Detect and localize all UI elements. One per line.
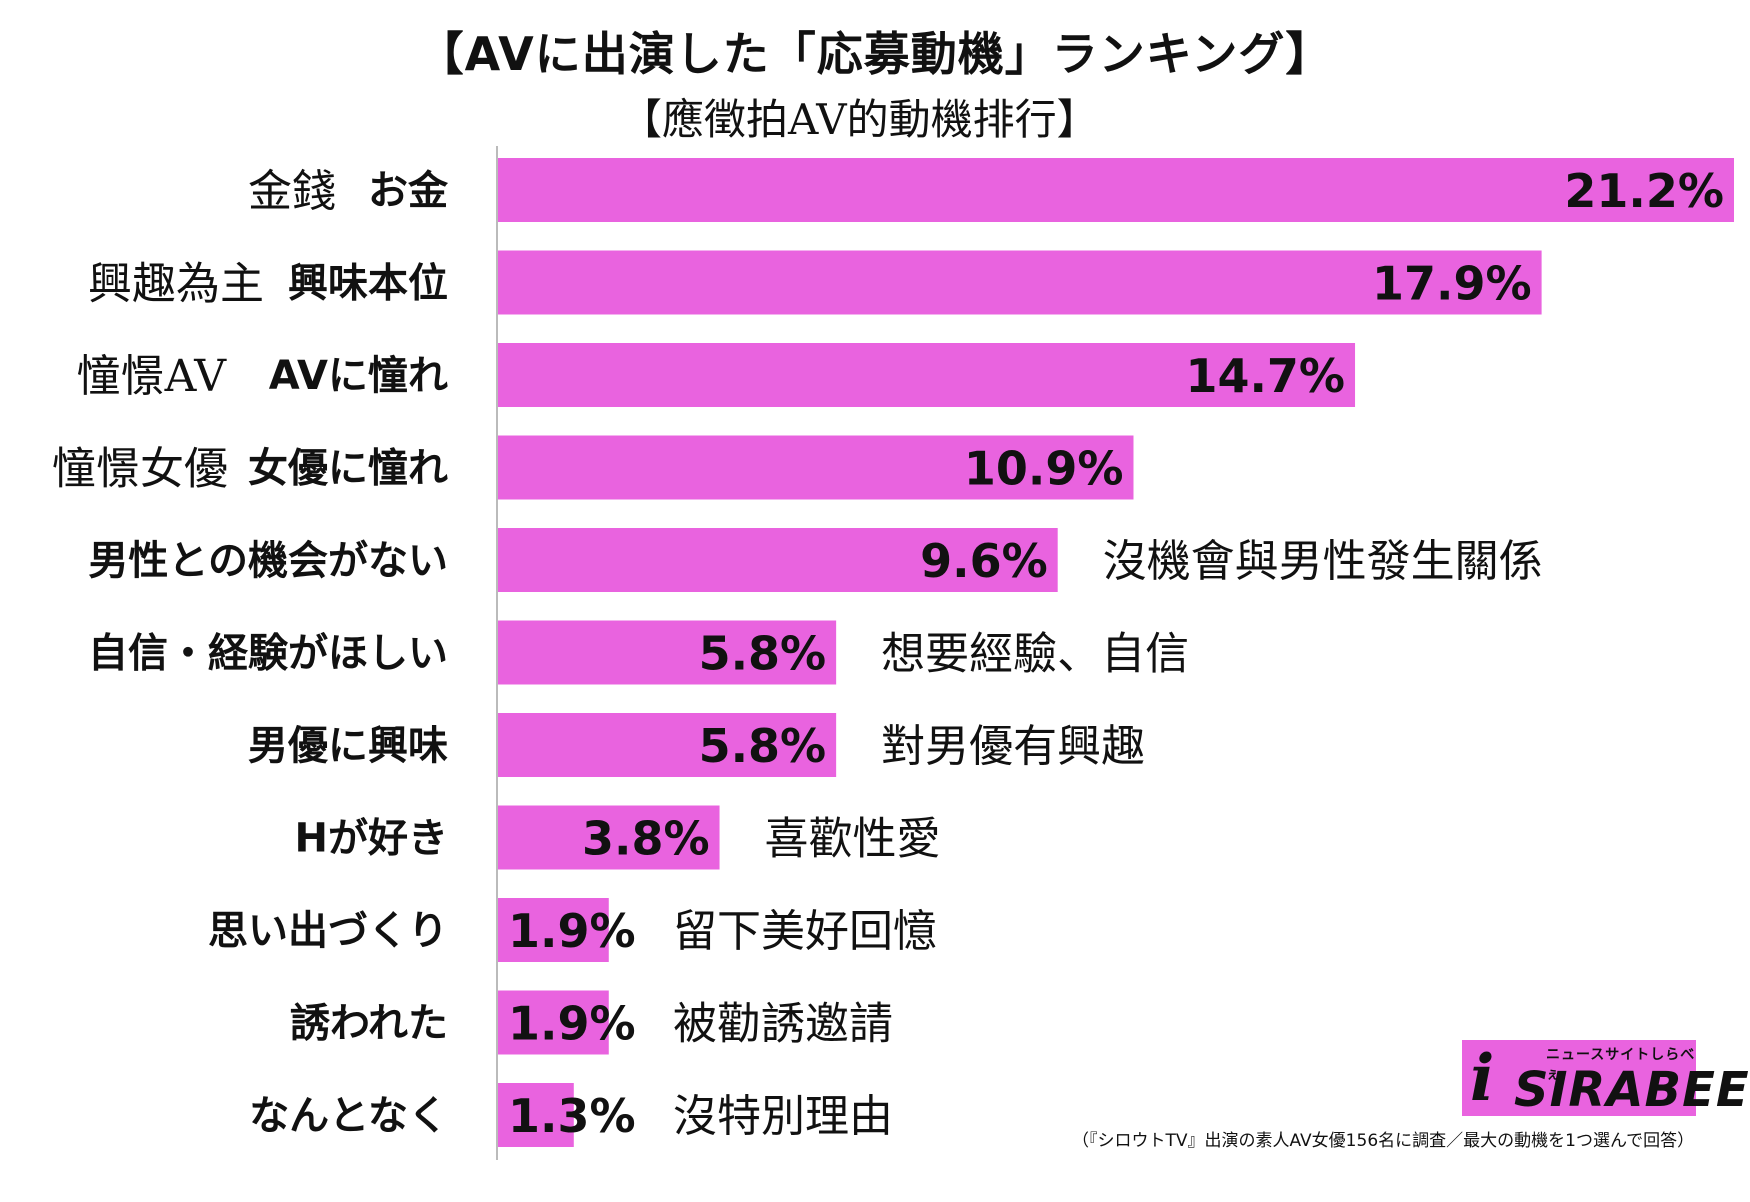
chart-subtitle: 【應徵拍AV的動機排行】 <box>620 95 1099 144</box>
value-label-7: 3.8% <box>582 812 710 866</box>
value-label-4: 9.6% <box>920 534 1048 588</box>
category-translation-9: 被勸誘邀請 <box>673 999 893 1050</box>
bar-4 <box>498 528 1058 592</box>
value-label-0: 21.2% <box>1564 164 1724 218</box>
value-label-5: 5.8% <box>699 627 827 681</box>
bar-0 <box>498 158 1734 222</box>
category-translation-1: 興趣為主 <box>88 259 264 310</box>
logo-mark: i <box>1470 1041 1495 1116</box>
bar-7 <box>498 805 720 870</box>
category-translation-10: 沒特別理由 <box>673 1091 893 1142</box>
category-label-7: Hが好き <box>295 816 448 862</box>
logo-name: SIRABEE <box>1514 1062 1750 1118</box>
bar-3 <box>498 435 1134 500</box>
sirabee-logo: i ニュースサイトしらべぇ SIRABEE <box>1462 1040 1749 1118</box>
bar-2 <box>498 343 1356 407</box>
bar-5 <box>498 620 837 685</box>
value-label-10: 1.3% <box>508 1089 636 1143</box>
category-label-9: 誘われた <box>290 1001 448 1047</box>
category-translation-4: 沒機會與男性發生關係 <box>1103 536 1543 587</box>
bar-10 <box>498 1083 574 1147</box>
category-label-10: なんとなく <box>249 1093 448 1139</box>
category-translation-3: 憧憬女優 <box>52 444 228 495</box>
bar-1 <box>498 250 1542 315</box>
category-label-6: 男優に興味 <box>248 723 448 769</box>
bar-9 <box>498 990 609 1055</box>
category-translation-8: 留下美好回憶 <box>673 906 937 957</box>
bar-6 <box>498 713 837 777</box>
value-label-8: 1.9% <box>508 904 636 958</box>
footnote: （『シロウトTV』出演の素人AV女優156名に調査／最大の動機を1つ選んで回答） <box>1072 1131 1695 1151</box>
category-label-2: AVに憧れ <box>269 353 448 399</box>
category-translation-5: 想要經驗、自信 <box>881 629 1189 680</box>
category-translation-0: 金錢 <box>248 166 336 217</box>
category-label-1: 興味本位 <box>288 261 448 307</box>
chart-title: 【AVに出演した「応募動機」ランキング】 <box>417 27 1333 81</box>
category-label-8: 思い出づくり <box>208 908 448 954</box>
category-label-3: 女優に憧れ <box>248 446 448 492</box>
value-label-1: 17.9% <box>1372 257 1532 311</box>
value-label-2: 14.7% <box>1185 349 1345 403</box>
category-label-5: 自信・経験がほしい <box>88 631 448 677</box>
value-label-6: 5.8% <box>699 719 827 773</box>
bar-8 <box>498 898 609 962</box>
category-label-4: 男性との機会がない <box>88 538 448 584</box>
value-label-3: 10.9% <box>964 442 1124 496</box>
category-translation-6: 對男優有興趣 <box>881 721 1145 772</box>
category-translation-2: 憧憬AV <box>77 351 228 402</box>
logo-tagline: ニュースサイトしらべぇ <box>1546 1047 1696 1083</box>
category-translation-7: 喜歡性愛 <box>765 814 941 865</box>
value-label-9: 1.9% <box>508 997 636 1051</box>
category-label-0: お金 <box>368 168 449 214</box>
